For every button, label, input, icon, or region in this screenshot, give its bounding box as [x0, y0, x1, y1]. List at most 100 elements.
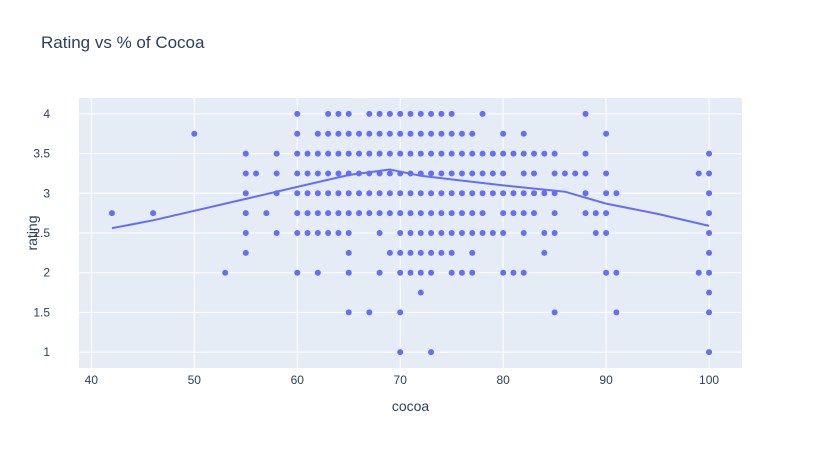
data-point: [407, 249, 414, 256]
data-point: [294, 269, 301, 276]
data-point: [448, 150, 455, 157]
data-point: [366, 150, 373, 157]
data-point: [356, 150, 363, 157]
data-point: [386, 210, 393, 217]
data-point: [294, 110, 301, 117]
data-point: [706, 269, 713, 276]
data-point: [304, 150, 311, 157]
data-point: [345, 249, 352, 256]
data-point: [582, 110, 589, 117]
data-point: [458, 150, 465, 157]
data-point: [479, 230, 486, 236]
data-point: [345, 309, 352, 316]
data-point: [582, 150, 589, 157]
data-point: [613, 309, 620, 316]
data-point: [397, 249, 404, 256]
data-point: [582, 170, 589, 177]
data-point: [397, 170, 404, 177]
data-point: [438, 130, 445, 137]
data-point: [551, 230, 558, 236]
data-point: [448, 190, 455, 197]
data-point: [428, 249, 435, 256]
data-point: [541, 190, 548, 197]
data-point: [613, 269, 620, 276]
data-point: [438, 110, 445, 117]
data-point: [438, 150, 445, 157]
data-point: [603, 130, 610, 137]
data-point: [479, 170, 486, 177]
data-point: [345, 269, 352, 276]
data-point: [500, 210, 507, 217]
data-point: [603, 269, 610, 276]
data-point: [294, 150, 301, 157]
data-point: [304, 190, 311, 197]
data-point: [325, 110, 332, 117]
data-point: [108, 210, 115, 217]
data-point: [407, 190, 414, 197]
data-point: [242, 190, 249, 197]
data-point: [500, 230, 507, 236]
x-axis-title: cocoa: [392, 398, 430, 414]
data-point: [448, 210, 455, 217]
data-point: [592, 230, 599, 236]
data-point: [314, 230, 321, 236]
data-point: [469, 150, 476, 157]
data-point: [314, 150, 321, 157]
data-point: [386, 150, 393, 157]
data-point: [706, 210, 713, 217]
data-point: [479, 150, 486, 157]
data-point: [397, 349, 404, 356]
chart-title: Rating vs % of Cocoa: [41, 33, 205, 52]
data-point: [458, 269, 465, 276]
data-point: [520, 190, 527, 197]
data-point: [366, 210, 373, 217]
data-point: [469, 190, 476, 197]
data-point: [458, 230, 465, 236]
data-point: [242, 249, 249, 256]
data-point: [438, 230, 445, 236]
data-point: [603, 190, 610, 197]
data-point: [706, 249, 713, 256]
data-point: [531, 150, 538, 157]
data-point: [458, 210, 465, 217]
data-point: [242, 210, 249, 217]
data-point: [438, 210, 445, 217]
data-point: [706, 170, 713, 177]
data-point: [438, 190, 445, 197]
y-tick-label: 4: [43, 107, 50, 121]
data-point: [366, 110, 373, 117]
data-point: [325, 230, 332, 236]
data-point: [386, 170, 393, 177]
data-point: [397, 130, 404, 137]
data-point: [325, 210, 332, 217]
data-point: [448, 130, 455, 137]
data-point: [386, 130, 393, 137]
data-point: [448, 110, 455, 117]
data-point: [325, 170, 332, 177]
data-point: [500, 269, 507, 276]
data-point: [325, 130, 332, 137]
data-point: [458, 170, 465, 177]
data-point: [376, 150, 383, 157]
data-point: [242, 170, 249, 177]
data-point: [335, 170, 342, 177]
data-point: [407, 210, 414, 217]
data-point: [407, 150, 414, 157]
trend-line: [111, 168, 710, 230]
data-point: [294, 230, 301, 236]
data-point: [273, 170, 280, 177]
data-point: [335, 210, 342, 217]
data-point: [479, 110, 486, 117]
data-point: [263, 210, 270, 217]
data-point: [613, 190, 620, 197]
data-point: [417, 110, 424, 117]
data-point: [345, 230, 352, 236]
data-point: [397, 150, 404, 157]
data-point: [520, 210, 527, 217]
data-point: [438, 249, 445, 256]
data-point: [366, 170, 373, 177]
data-point: [417, 269, 424, 276]
data-point: [397, 269, 404, 276]
data-point: [417, 190, 424, 197]
